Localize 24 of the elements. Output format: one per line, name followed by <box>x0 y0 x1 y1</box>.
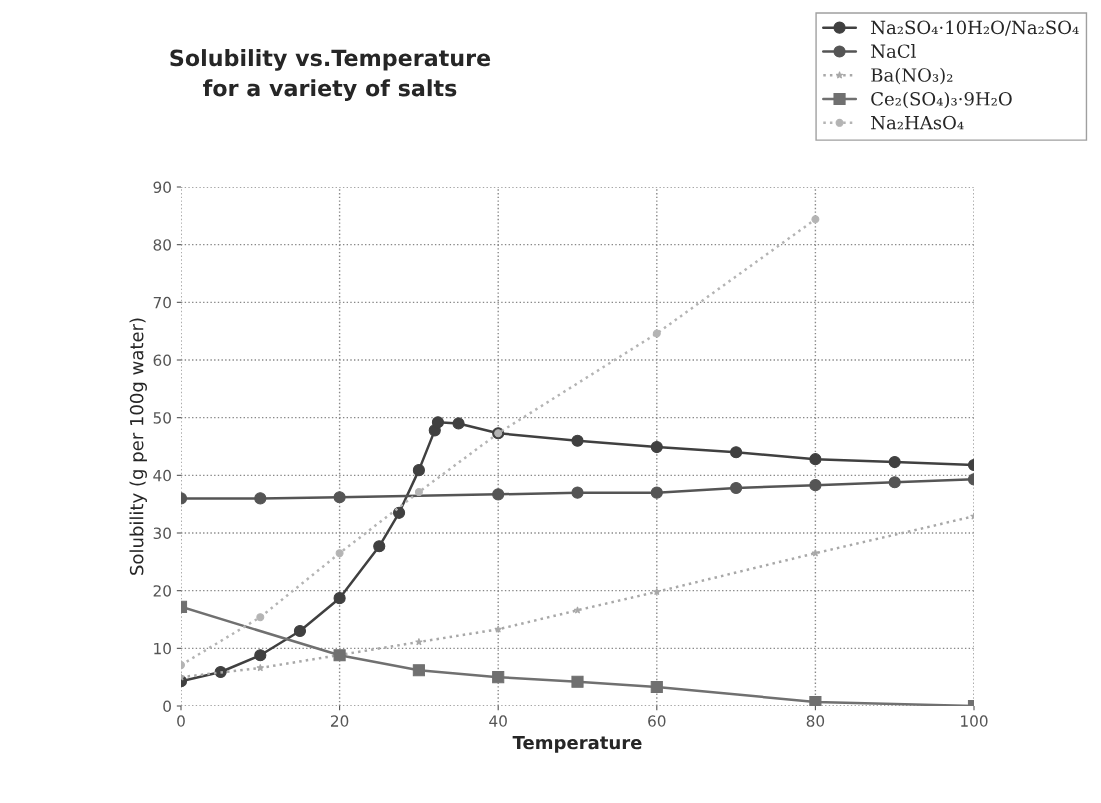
x-tick-label: 100 <box>961 715 988 727</box>
y-tick-label: 30 <box>153 527 171 540</box>
y-tick-label: 10 <box>154 642 171 655</box>
y-tick-label: 60 <box>153 354 171 367</box>
x-tick-label: 60 <box>648 715 666 727</box>
y-axis-title: Solubility (g per 100g water) <box>129 318 147 575</box>
legend-label: NaCl <box>871 44 916 59</box>
x-tick-label: 80 <box>806 715 825 727</box>
x-tick-label: 40 <box>489 715 507 727</box>
y-tick-label: 40 <box>153 469 171 482</box>
legend-label: Na₂SO₄·10H₂O/Na₂SO₄ <box>871 20 1079 36</box>
y-tick-label: 70 <box>153 296 171 309</box>
x-tick-label: 0 <box>177 715 185 727</box>
y-tick-label: 80 <box>153 239 171 251</box>
y-tick-label: 20 <box>153 585 171 597</box>
legend-label: Ba(NO₃)₂ <box>871 67 953 85</box>
y-tick-label: 50 <box>153 412 171 424</box>
x-axis-title: Temperature <box>512 735 642 753</box>
x-tick-label: 20 <box>331 715 349 727</box>
y-tick-label: 0 <box>163 700 171 713</box>
y-tick-label: 90 <box>153 181 171 194</box>
legend-label: Na₂HAsO₄ <box>871 115 964 130</box>
chart-title: Solubility vs.Temperature for a variety of salts <box>170 49 491 101</box>
legend-label: Ce₂(SO₄)₃·9H₂O <box>871 91 1012 109</box>
